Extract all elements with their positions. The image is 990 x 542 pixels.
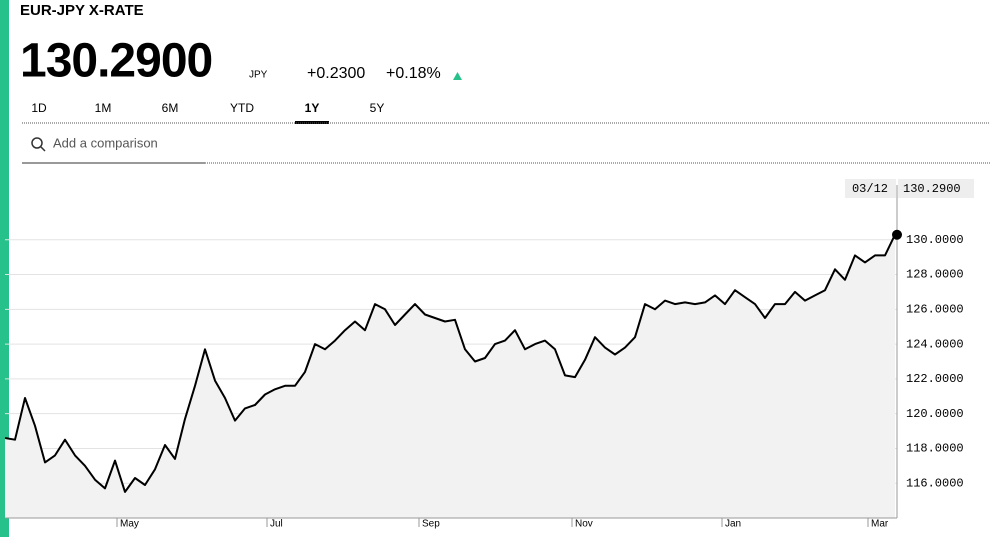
- x-tick-label: Sep: [422, 519, 440, 530]
- range-tab[interactable]: 1Y: [305, 101, 320, 115]
- tooltip-date-box: [845, 179, 896, 198]
- range-tab[interactable]: YTD: [230, 101, 254, 115]
- search-icon-handle: [40, 146, 46, 152]
- currency: JPY: [249, 70, 268, 81]
- search-input[interactable]: Add a comparison: [53, 135, 158, 150]
- x-tick-label: Jan: [725, 519, 741, 530]
- tooltip-value: 130.2900: [903, 182, 961, 196]
- search-icon: [31, 137, 43, 149]
- price-line: [4, 234, 896, 493]
- range-tabs: 1D 1M 6M YTD 1Y 5Y: [31, 101, 384, 124]
- y-tick-label: 128.0000: [906, 268, 964, 282]
- tooltip-value-box: [898, 179, 974, 198]
- tooltip-date: 03/12: [852, 182, 888, 196]
- y-tick-label: 124.0000: [906, 337, 964, 351]
- chart: 116.0000 118.0000 120.0000 122.0000 124.0000…: [4, 179, 974, 530]
- y-tick-label: 130.0000: [906, 233, 964, 247]
- accent-bar: [0, 0, 9, 537]
- y-tick-label: 122.0000: [906, 372, 964, 386]
- last-point: [892, 229, 902, 240]
- price: 130.2900: [20, 35, 212, 88]
- range-tab[interactable]: 6M: [162, 101, 179, 115]
- range-tab[interactable]: 1M: [95, 101, 112, 115]
- change-percent: +0.18%: [386, 65, 441, 82]
- y-tick-label: 120.0000: [906, 407, 964, 421]
- range-tab[interactable]: 5Y: [370, 101, 385, 115]
- x-tick-label: Mar: [871, 519, 889, 530]
- x-tick-label: Nov: [575, 519, 593, 530]
- up-arrow: [453, 72, 462, 80]
- change: +0.2300: [307, 65, 365, 82]
- y-tick-label: 126.0000: [906, 303, 964, 317]
- y-tick-label: 116.0000: [906, 476, 964, 490]
- x-tick-label: Jul: [270, 519, 283, 530]
- area: [5, 234, 895, 518]
- y-tick-label: 118.0000: [906, 442, 964, 456]
- quote-title: EUR-JPY X-RATE: [20, 2, 144, 19]
- range-tab[interactable]: 1D: [31, 101, 47, 115]
- x-tick-label: May: [120, 519, 139, 530]
